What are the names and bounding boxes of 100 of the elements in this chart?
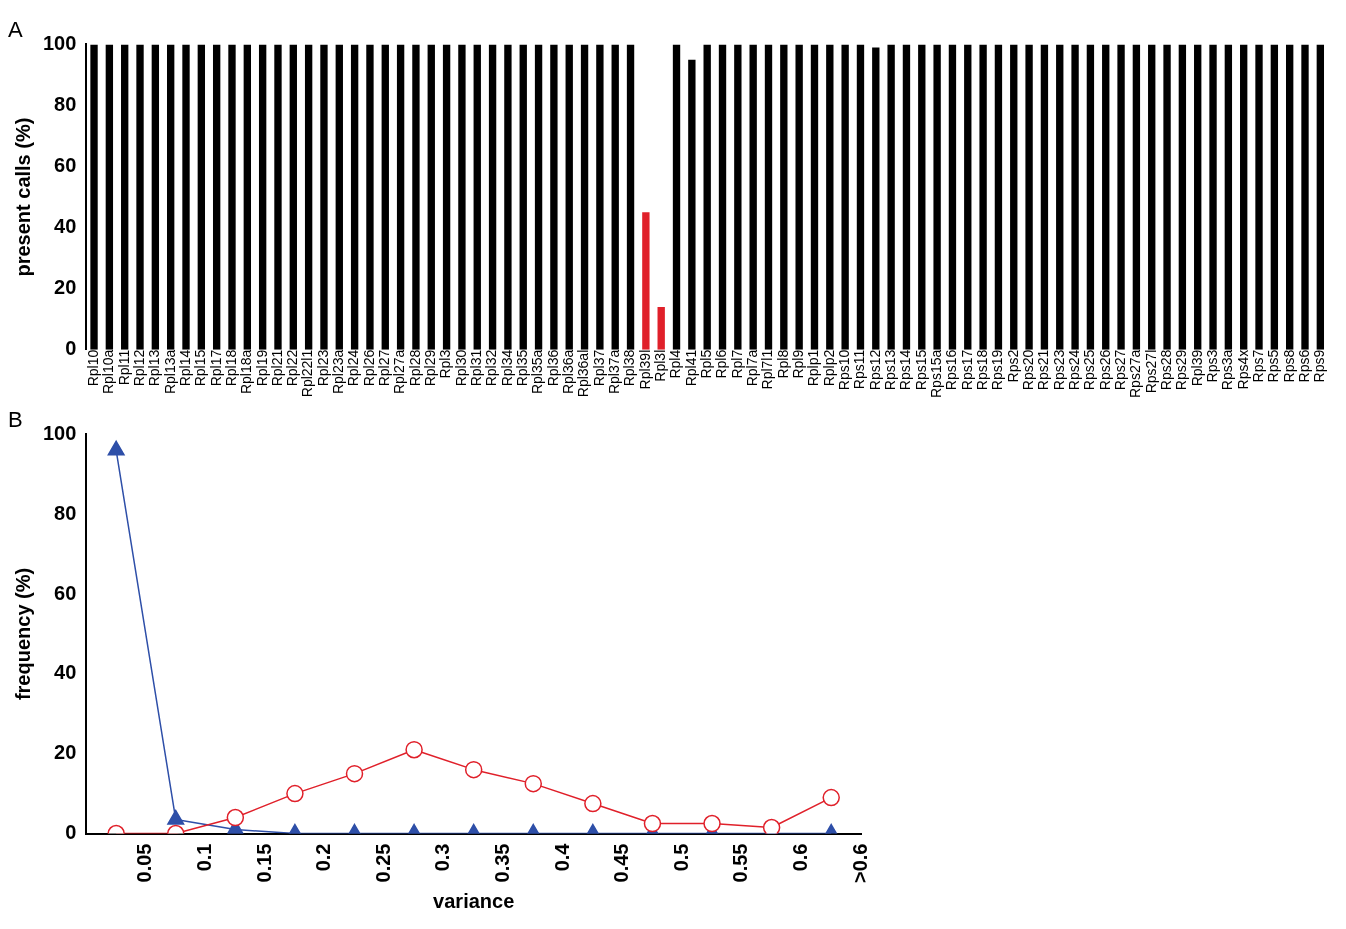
bar: [1010, 44, 1018, 350]
y-tick-label: 20: [54, 276, 77, 299]
bar: [596, 44, 604, 350]
x-tick-label: Rpl6: [713, 349, 730, 379]
bar: [826, 44, 834, 350]
bar: [212, 44, 221, 350]
x-tick-label: Rpl36al: [575, 349, 592, 398]
x-tick-label: Rpl41: [682, 349, 699, 387]
bar: [1148, 44, 1156, 350]
x-tick-label: Rplp1: [805, 349, 822, 387]
bar: [488, 44, 497, 350]
bar: [136, 44, 144, 350]
bar: [1040, 44, 1049, 350]
bar: [105, 44, 114, 350]
x-tick-label: Rpl29: [422, 349, 439, 387]
x-tick-label: Rps12: [866, 349, 883, 391]
x-tick-label: Rps19: [989, 349, 1006, 391]
bar: [1025, 44, 1033, 350]
y-tick-label: 60: [54, 581, 77, 604]
bar: [1086, 44, 1095, 350]
bar: [1286, 44, 1294, 350]
bar: [274, 44, 282, 350]
x-tick-label: Rpl23: [314, 349, 331, 387]
bar: [780, 44, 788, 350]
bar: [412, 44, 420, 350]
bar: [1194, 44, 1202, 350]
bar: [918, 44, 926, 350]
bar: [964, 44, 972, 350]
bar: [856, 44, 865, 350]
y-tick-label: 80: [54, 92, 77, 115]
x-tick-label: Rpl26: [360, 349, 377, 387]
x-tick-label: Rpl37a: [606, 349, 623, 395]
x-tick-label: Rpl17: [207, 349, 224, 387]
bar: [1270, 44, 1279, 350]
x-tick-label: Rpl18a: [238, 349, 255, 395]
y-tick-label: 20: [54, 741, 77, 764]
x-tick-label: 0.35: [490, 843, 513, 883]
bar: [672, 44, 681, 350]
x-tick-label: Rps14: [897, 349, 914, 391]
bar: [1301, 44, 1309, 350]
bar: [243, 44, 251, 350]
x-tick-label: Rpl19: [253, 349, 270, 387]
x-tick-label: Rpl28: [406, 349, 423, 387]
y-tick-label: 60: [54, 154, 77, 177]
bar: [1056, 44, 1064, 350]
x-tick-label: Rps17: [958, 349, 975, 391]
bar: [473, 44, 481, 350]
bar: [979, 44, 987, 350]
x-tick-label: Rps25: [1081, 349, 1098, 391]
x-tick-label: Rps3a: [1219, 349, 1236, 391]
x-tick-label: Rps15: [912, 349, 929, 391]
y-tick-label: 0: [65, 337, 77, 360]
bar: [580, 44, 589, 350]
bar: [1163, 44, 1171, 350]
bar: [1255, 44, 1263, 350]
x-tick-label: Rpl15: [192, 349, 209, 387]
bar: [228, 44, 236, 350]
x-tick-label: 0.1: [193, 843, 216, 872]
bar: [933, 44, 941, 350]
x-tick-label: Rps16: [943, 349, 960, 391]
bar: [795, 44, 803, 350]
bar: [810, 44, 819, 350]
x-tick-label: Rpl36: [544, 349, 561, 387]
x-tick-label: 0.4: [550, 842, 573, 872]
x-tick-label: Rpl34: [498, 349, 515, 387]
x-tick-label: 0.6: [788, 843, 811, 872]
bar: [350, 44, 359, 350]
x-tick-label: Rps27a: [1127, 349, 1144, 399]
y-tick-label: 0: [65, 821, 77, 844]
bar: [90, 44, 98, 350]
bar: [258, 44, 267, 350]
y-tick-label: 40: [54, 661, 77, 684]
bar: [841, 44, 849, 350]
bar: [1224, 44, 1233, 350]
x-tick-label: Rpl10a: [100, 349, 117, 395]
x-tick-label: Rpl10: [84, 349, 101, 387]
bar: [167, 44, 175, 350]
bar: [182, 44, 190, 350]
bar: [427, 44, 435, 350]
x-tick-label: Rpl13a: [161, 349, 178, 395]
bar: [442, 44, 451, 350]
x-tick-label: Rps10: [836, 349, 852, 391]
bar: [1132, 44, 1141, 350]
bar: [1209, 44, 1217, 350]
x-tick-label: Rpl11: [115, 349, 132, 386]
bar: [764, 44, 773, 350]
chart-title: A: [8, 17, 23, 43]
bar: [1071, 44, 1079, 350]
bar: [289, 44, 297, 350]
bar: [304, 44, 313, 350]
x-tick-label: Rpl23a: [330, 349, 347, 395]
y-axis-title: present calls (%): [11, 117, 34, 277]
x-tick-label: 0.5: [669, 843, 692, 872]
x-tick-label: 0.55: [729, 843, 752, 883]
bar: [642, 212, 650, 350]
x-tick-label: Rps27l: [1142, 349, 1159, 394]
x-tick-label: Rps8: [1280, 349, 1297, 383]
bar: [611, 44, 619, 350]
bar: [902, 44, 911, 350]
x-tick-label: 0.05: [133, 843, 156, 883]
